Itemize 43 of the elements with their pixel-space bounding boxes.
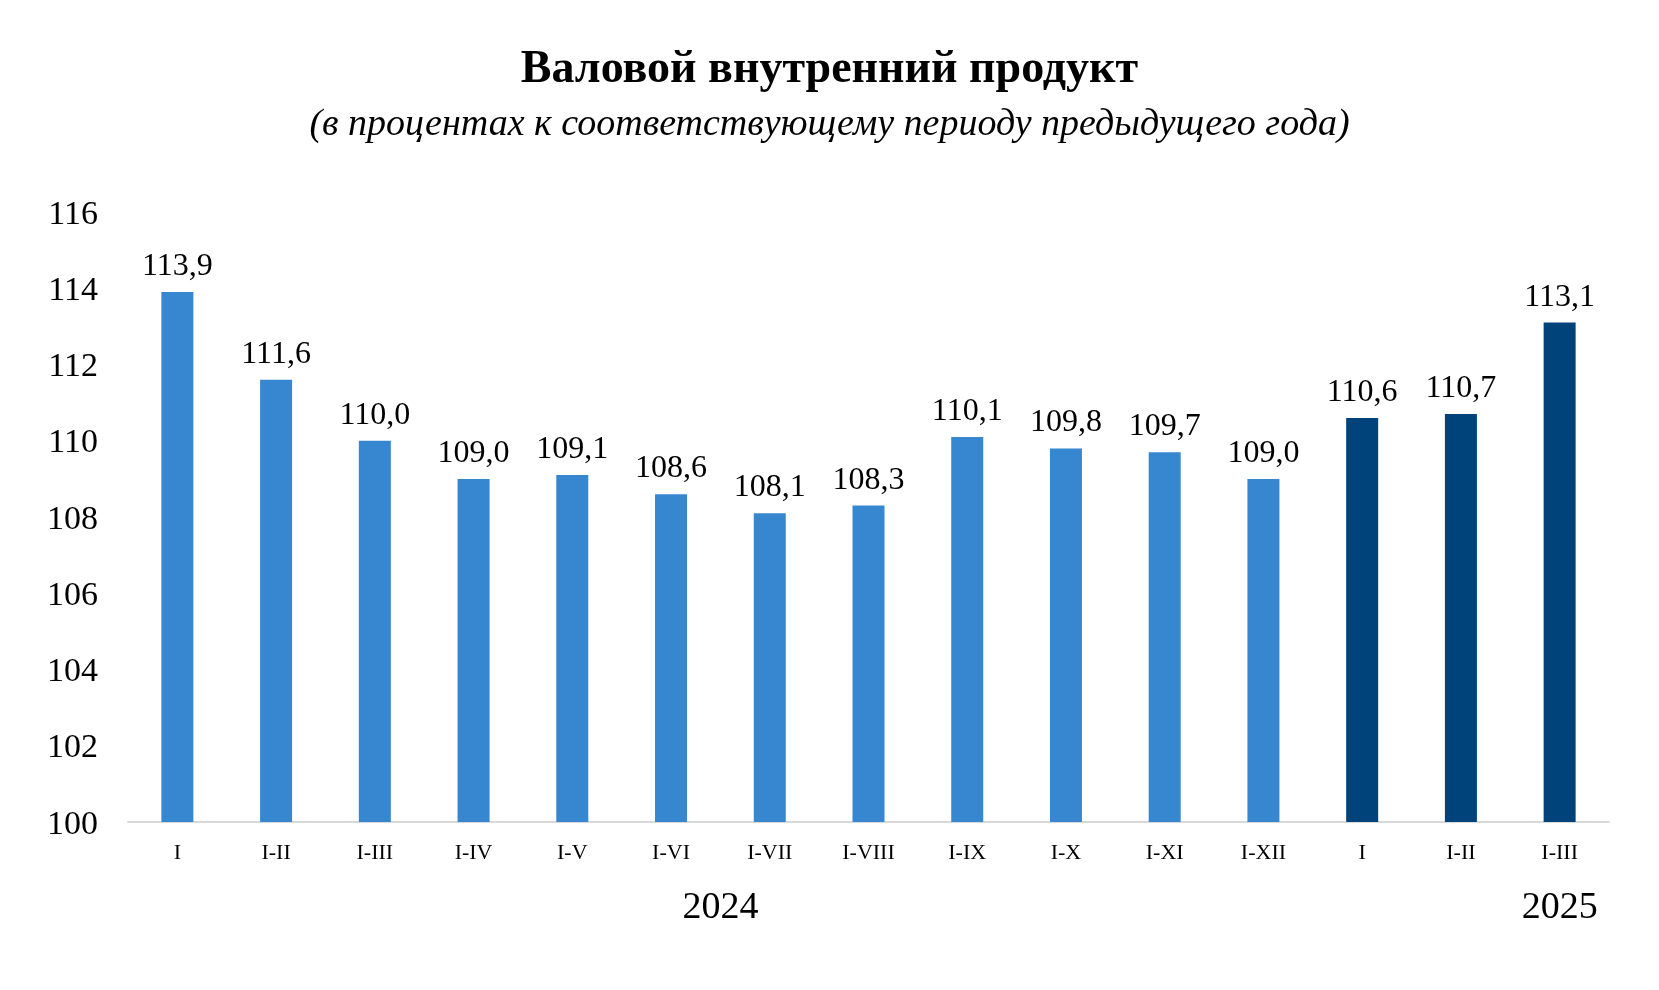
y-tick-label: 116 [48,193,98,231]
data-label: 110,1 [931,390,1003,427]
x-tick-label: I-II [1446,838,1476,864]
data-label: 109,0 [1227,432,1300,469]
y-tick-label: 100 [47,803,98,841]
text: 2025 [1521,884,1598,926]
text: 2024 [682,884,759,926]
x-tick-label: I-XI [1145,838,1184,864]
y-tick-label: 108 [47,498,98,536]
chart-subtitle: (в процентах к соответствующему периоду предыдущего года) [309,101,1350,144]
y-tick-label: 114 [48,269,98,307]
data-label: 109,1 [536,429,609,466]
data-label: 110,6 [1326,371,1398,408]
data-label: 108,6 [635,448,708,485]
x-tick-label: I-X [1050,838,1082,864]
x-tick-label: I-II [261,838,291,864]
chart-title: Валовой внутренний продукт [520,40,1139,92]
x-tick-label: I-III [356,838,394,864]
y-tick-label: 104 [47,651,98,688]
x-tick-label: I-V [557,838,588,864]
y-tick-label: 106 [47,574,98,612]
data-label: 113,1 [1524,276,1596,313]
y-tick-label: 102 [47,727,98,765]
x-tick-label: I-VII [747,838,793,864]
x-tick-label: I-VIII [842,838,895,864]
data-label: 110,0 [339,394,411,431]
data-label: 111,6 [241,333,311,370]
x-tick-label: I-IV [454,838,493,864]
data-label: 113,9 [141,246,213,283]
data-label: 109,7 [1128,406,1201,443]
data-label: 109,0 [437,432,510,469]
x-tick-label: I [1358,838,1366,864]
x-tick-label: I-XII [1240,838,1287,864]
data-label: 108,3 [832,459,905,496]
x-tick-label: I-IX [948,838,987,864]
data-label: 108,1 [733,467,806,504]
data-label: 109,8 [1029,402,1102,439]
y-tick-label: 110 [48,422,98,460]
y-tick-label: 112 [48,346,98,383]
x-tick-label: I [173,838,182,864]
x-tick-label: I-VI [652,838,690,864]
data-label: 110,7 [1425,368,1497,405]
x-tick-label: I-III [1541,838,1578,864]
